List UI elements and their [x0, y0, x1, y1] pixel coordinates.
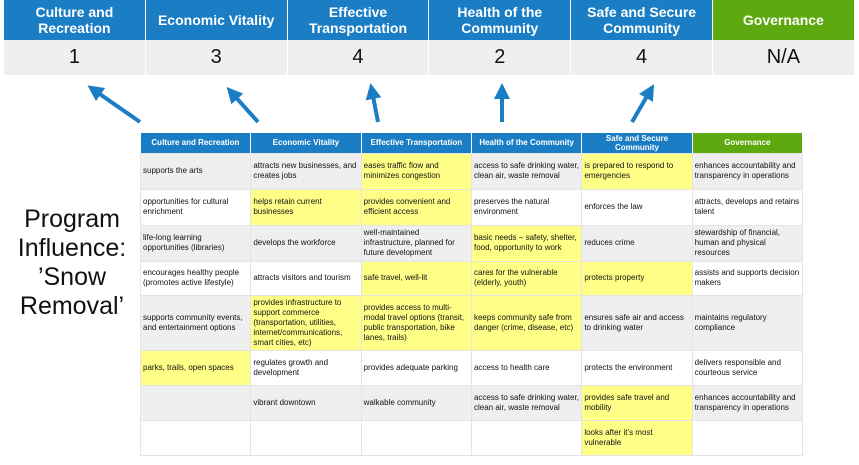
table-cell: ensures safe air and access to drinking … [581, 294, 693, 351]
priority-score: 1 [4, 40, 146, 75]
table-cell [139, 384, 252, 421]
table-cell [470, 419, 583, 456]
arrow-icon [226, 87, 260, 124]
table-cell: reduces crime [581, 224, 693, 262]
column-header: Effective Transportation [361, 133, 472, 153]
table-cell [250, 419, 362, 456]
table-cell: supports community events, and entertain… [139, 294, 252, 351]
table-cell: delivers responsible and courteous servi… [691, 349, 804, 386]
priority-header: Economic Vitality [145, 0, 288, 40]
priority-score: 2 [429, 40, 572, 75]
table-cell: encourages healthy people (promotes acti… [139, 260, 252, 296]
arrow-icon [365, 83, 382, 123]
program-influence-label: Program Influence: ’Snow Removal’ [17, 205, 127, 320]
table-cell: enhances accountability and transparency… [691, 152, 804, 190]
table-cell: access to health care [470, 349, 583, 386]
table-row: supports the arts attracts new businesses… [139, 152, 804, 190]
strategic-priorities-table: Culture and Recreation Economic Vitality E… [139, 133, 804, 456]
score-summary: Culture and Recreation Economic Vitality E… [4, 0, 855, 75]
table-cell: access to safe drinking water, clean air… [470, 152, 583, 190]
table-row: supports community events, and entertain… [139, 294, 804, 351]
table-row: vibrant downtown walkable community access… [139, 384, 804, 421]
priority-header: Governance [712, 0, 855, 40]
table-row: life-long learning opportunities (librar… [139, 224, 804, 262]
table-cell: parks, trails, open spaces [139, 349, 252, 386]
table-cell: stewardship of financial, human and phys… [691, 224, 804, 262]
table-cell: keeps community safe from danger (crime,… [470, 294, 583, 351]
table-cell: provides access to multi-modal travel op… [360, 294, 472, 351]
table-cell: attracts, develops and retains talent [691, 188, 804, 226]
priority-score: N/A [712, 40, 855, 75]
table-cell: provides convenient and efficient access [360, 188, 472, 226]
table-cell: looks after it’s most vulnerable [581, 419, 693, 456]
column-header: Culture and Recreation [140, 133, 252, 153]
table-cell: assists and supports decision makers [691, 260, 804, 296]
column-header: Safe and Secure Community [581, 133, 693, 153]
table-cell: provides infrastructure to support comme… [250, 294, 362, 351]
table-cell [691, 419, 804, 456]
table-cell: maintains regulatory compliance [691, 294, 804, 351]
table-cell: is prepared to respond to emergencies [581, 152, 693, 190]
table-cell: safe travel, well-lit [360, 260, 472, 296]
table-cell: develops the workforce [250, 224, 362, 262]
table-row: opportunities for cultural enrichment hel… [139, 188, 804, 226]
table-cell: provides adequate parking [360, 349, 472, 386]
column-header: Governance [692, 133, 804, 153]
table-cell: well-maintained infrastructure, planned … [360, 224, 472, 262]
table-cell: attracts new businesses, and creates job… [250, 152, 362, 190]
table-cell: helps retain current businesses [250, 188, 362, 226]
table-cell: vibrant downtown [250, 384, 362, 421]
table-cell: life-long learning opportunities (librar… [139, 224, 252, 262]
priority-score: 4 [571, 40, 713, 75]
table-cell: enhances accountability and transparency… [691, 384, 804, 421]
table-cell: attracts visitors and tourism [250, 260, 362, 296]
table-cell: preserves the natural environment [470, 188, 583, 226]
table-cell: protects property [581, 260, 693, 296]
priority-score: 4 [287, 40, 430, 75]
priority-header: Health of the Community [429, 0, 572, 40]
table-cell: enforces the law [581, 188, 693, 226]
arrow-icon [87, 85, 142, 124]
column-header: Economic Vitality [250, 133, 362, 153]
table-cell: regulates growth and development [250, 349, 362, 386]
priority-header: Culture and Recreation [4, 0, 146, 40]
table-cell: provides safe travel and mobility [581, 384, 693, 421]
table-cell: opportunities for cultural enrichment [139, 188, 252, 226]
priority-header: Safe and Secure Community [571, 0, 713, 40]
arrow-icon [630, 84, 655, 124]
table-row: parks, trails, open spaces regulates grow… [139, 349, 804, 386]
table-cell: cares for the vulnerable (elderly, youth… [470, 260, 583, 296]
table-cell [139, 419, 252, 456]
table-cell: walkable community [360, 384, 472, 421]
priority-header: Effective Transportation [287, 0, 430, 40]
column-header: Health of the Community [471, 133, 583, 153]
table-row: encourages healthy people (promotes acti… [139, 260, 804, 296]
priority-score: 3 [145, 40, 288, 75]
table-cell: eases traffic flow and minimizes congest… [360, 152, 472, 190]
table-cell: protects the environment [581, 349, 693, 386]
table-cell: access to safe drinking water, clean air… [470, 384, 583, 421]
table-cell: supports the arts [139, 152, 252, 190]
table-row: looks after it’s most vulnerable [139, 419, 804, 456]
table-cell [360, 419, 472, 456]
table-cell: basic needs – safety, shelter, food, opp… [470, 224, 583, 262]
